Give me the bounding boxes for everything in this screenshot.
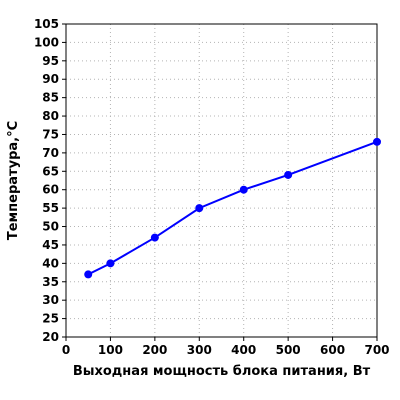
y-tick-label: 40 [42, 256, 59, 270]
y-tick-label: 20 [42, 330, 59, 344]
y-tick-label: 45 [42, 238, 59, 252]
y-tick-label: 85 [42, 91, 59, 105]
y-tick-label: 30 [42, 293, 59, 307]
x-axis-title: Выходная мощность блока питания, Вт [73, 364, 371, 379]
x-tick-label: 300 [187, 343, 212, 357]
y-tick-label: 60 [42, 183, 59, 197]
data-point [373, 137, 381, 146]
y-tick-label: 55 [42, 201, 59, 215]
x-tick-label: 0 [62, 343, 70, 357]
y-axis-title: Температура,°С [6, 121, 21, 240]
grid [66, 24, 377, 337]
x-tick-label: 100 [98, 343, 123, 357]
data-point [239, 185, 248, 194]
plot-frame [65, 23, 378, 338]
x-tick-label: 700 [364, 343, 389, 357]
y-tick-label: 35 [42, 275, 59, 289]
y-tick-label: 75 [42, 127, 59, 141]
y-tick-label: 105 [34, 17, 59, 31]
x-tick-label: 600 [320, 343, 345, 357]
x-tick-label: 500 [276, 343, 301, 357]
data-point [150, 233, 159, 242]
x-axis-ticks: 0 100 200 300 400 500 600 700 [62, 337, 390, 357]
y-tick-label: 65 [42, 164, 59, 178]
y-tick-label: 25 [42, 312, 59, 326]
y-tick-label: 80 [42, 109, 59, 123]
y-tick-label: 95 [42, 54, 59, 68]
x-tick-label: 400 [231, 343, 256, 357]
data-point [106, 259, 115, 268]
y-axis-ticks: 20 25 30 35 40 45 50 55 60 65 70 75 80 85 90 95 100 105 [34, 17, 66, 344]
x-tick-label: 200 [142, 343, 167, 357]
data-point [84, 270, 93, 279]
series-line [87, 140, 378, 276]
y-tick-label: 90 [42, 72, 59, 86]
series [84, 137, 381, 279]
data-point [284, 170, 293, 179]
y-tick-label: 100 [34, 35, 59, 49]
data-point [195, 204, 204, 213]
y-tick-label: 70 [42, 146, 59, 160]
y-tick-label: 50 [42, 220, 59, 234]
